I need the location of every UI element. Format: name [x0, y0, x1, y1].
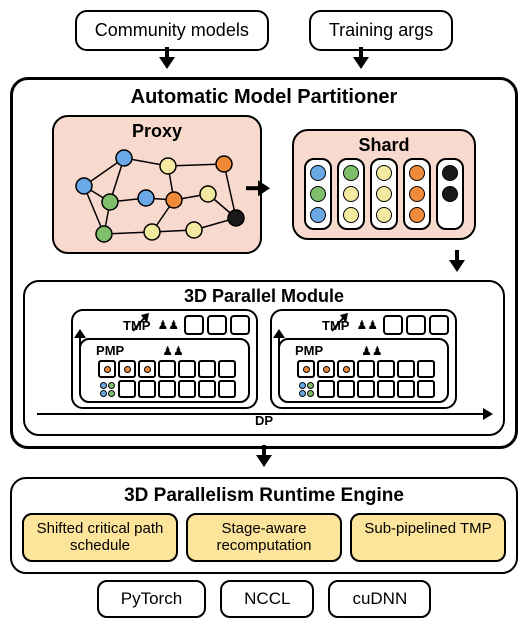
arrow-down-icon: [449, 260, 465, 272]
partitioner-block: Automatic Model Partitioner Proxy Shard …: [10, 77, 518, 449]
community-models-label: Community models: [95, 20, 249, 41]
lib-label: cuDNN: [352, 589, 407, 608]
shard-dot: [310, 207, 326, 223]
shard-dot: [310, 165, 326, 181]
shard-dot: [343, 165, 359, 181]
libs-row: PyTorch NCCL cuDNN: [10, 580, 518, 618]
parallel-module-title: 3D Parallel Module: [33, 286, 495, 307]
proxy-label: Proxy: [64, 121, 250, 142]
proxy-shard-row: Proxy Shard: [23, 115, 505, 254]
shard-to-module-arrow: [23, 260, 505, 274]
shard-columns: [304, 158, 464, 230]
shard-dot: [310, 186, 326, 202]
shard-column: [337, 158, 365, 230]
shard-dot: [343, 207, 359, 223]
proxy-graph: [64, 144, 254, 244]
runtime-item: Stage-aware recomputation: [186, 513, 342, 562]
parallel-module-panel: 3D Parallel Module TMP♟♟PMP♟♟ TMP♟♟PMP♟♟…: [23, 280, 505, 436]
shard-column: [304, 158, 332, 230]
arrow-down-icon: [256, 455, 272, 467]
runtime-block: 3D Parallelism Runtime Engine Shifted cr…: [10, 477, 518, 574]
arrow-down-icon: [353, 57, 369, 69]
proxy-panel: Proxy: [52, 115, 262, 254]
shard-dot: [376, 165, 392, 181]
top-arrows: [10, 57, 518, 71]
runtime-item: Sub-pipelined TMP: [350, 513, 506, 562]
shard-dot: [376, 207, 392, 223]
shard-label: Shard: [304, 135, 464, 156]
shard-column: [436, 158, 464, 230]
shard-dot: [442, 186, 458, 202]
shard-panel: Shard: [292, 129, 476, 240]
training-args-box: Training args: [309, 10, 453, 51]
lib-box: PyTorch: [97, 580, 206, 618]
dp-label: DP: [33, 413, 495, 428]
lib-label: PyTorch: [121, 589, 182, 608]
shard-dot: [409, 165, 425, 181]
training-args-label: Training args: [329, 20, 433, 41]
top-inputs-row: Community models Training args: [10, 10, 518, 51]
runtime-title: 3D Parallelism Runtime Engine: [22, 485, 506, 507]
shard-dot: [376, 186, 392, 202]
lib-box: cuDNN: [328, 580, 431, 618]
lib-label: NCCL: [244, 589, 290, 608]
arrow-down-icon: [159, 57, 175, 69]
shard-dot: [343, 186, 359, 202]
shard-dot: [409, 186, 425, 202]
runtime-items-row: Shifted critical path schedule Stage-awa…: [22, 513, 506, 562]
community-models-box: Community models: [75, 10, 269, 51]
shard-dot: [442, 165, 458, 181]
dp-arrow-icon: [37, 413, 491, 415]
partitioner-title: Automatic Model Partitioner: [23, 86, 505, 109]
arrow-right-icon: [258, 180, 270, 196]
shard-column: [370, 158, 398, 230]
lib-box: NCCL: [220, 580, 314, 618]
mid-arrow-down: [10, 455, 518, 471]
runtime-item: Shifted critical path schedule: [22, 513, 178, 562]
parallel-module-body: TMP♟♟PMP♟♟ TMP♟♟PMP♟♟: [33, 309, 495, 409]
dp-row: [33, 413, 495, 415]
shard-column: [403, 158, 431, 230]
shard-dot: [409, 207, 425, 223]
